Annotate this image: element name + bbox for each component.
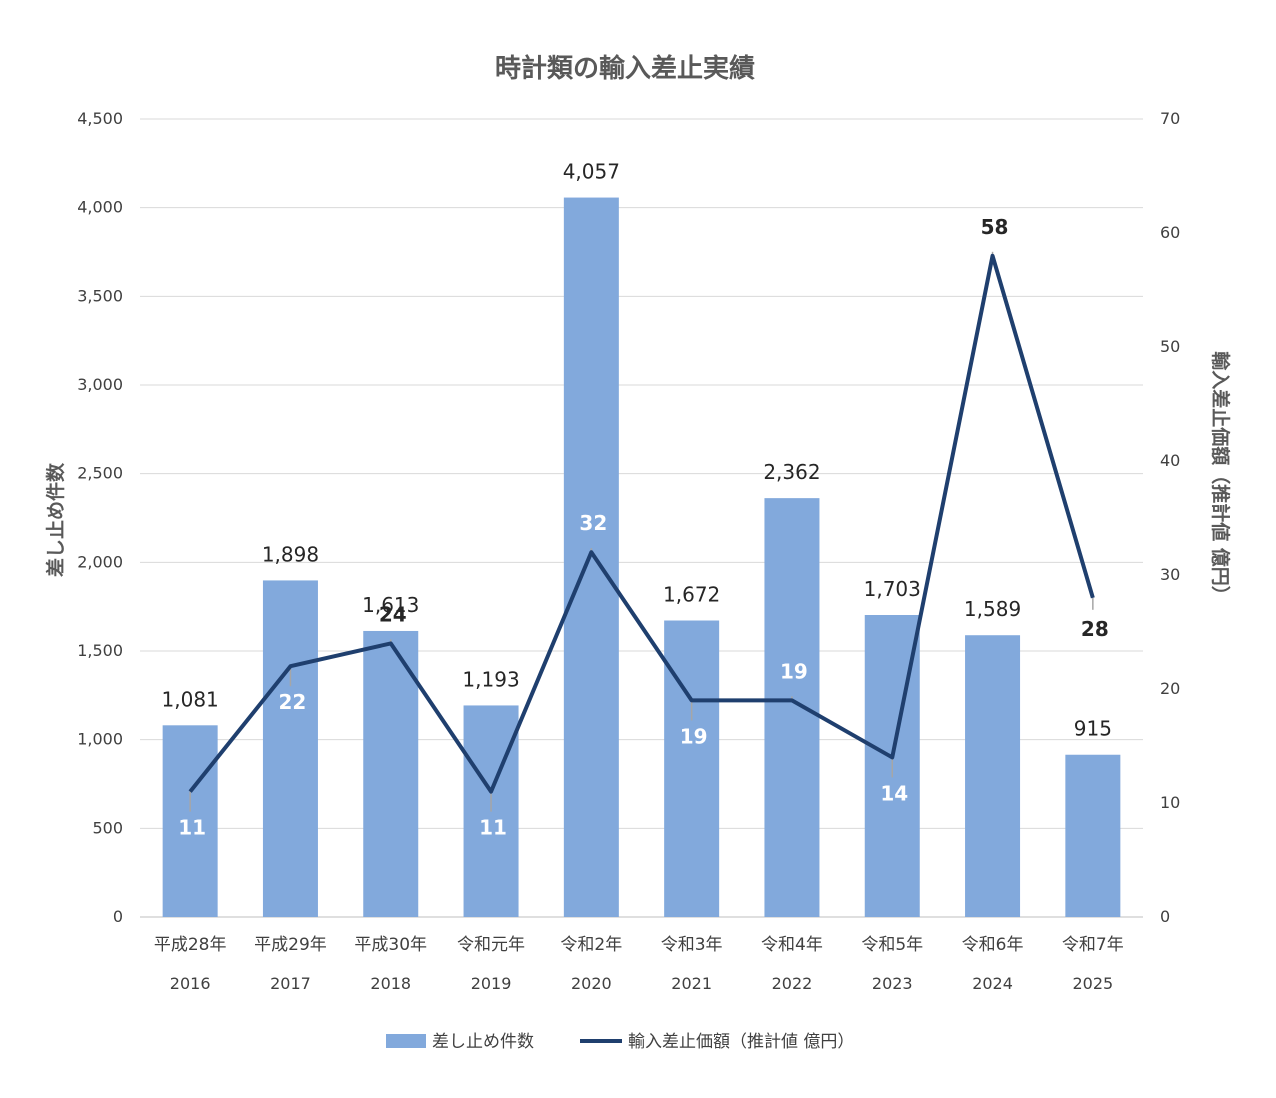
y-left-tick-label: 0 bbox=[113, 907, 123, 926]
y-left-axis-title: 差し止め件数 bbox=[44, 462, 67, 577]
x-year-label: 2016 bbox=[170, 974, 211, 993]
x-tick-label: 平成30年 bbox=[354, 935, 427, 955]
y-right-tick-label: 30 bbox=[1160, 565, 1180, 584]
x-year-label: 2022 bbox=[772, 974, 813, 993]
bar-value-label: 1,589 bbox=[964, 597, 1021, 621]
x-tick-label: 令和4年 bbox=[761, 935, 823, 955]
bar-value-label: 915 bbox=[1074, 717, 1112, 741]
x-tick-label: 平成28年 bbox=[154, 935, 227, 955]
line-value-label: 19 bbox=[780, 659, 808, 683]
x-year-label: 2017 bbox=[270, 974, 311, 993]
bar-value-label: 1,613 bbox=[362, 593, 419, 617]
y-right-tick-label: 0 bbox=[1160, 907, 1170, 926]
bar bbox=[1065, 754, 1121, 917]
y-right-tick-label: 70 bbox=[1160, 109, 1180, 128]
bar-value-label: 1,672 bbox=[663, 582, 720, 606]
y-right-tick-label: 60 bbox=[1160, 223, 1180, 242]
x-tick-label: 平成29年 bbox=[254, 935, 327, 955]
y-right-axis-title: 輸入差止価額（推計値 億円） bbox=[1209, 351, 1232, 605]
y-left-tick-label: 1,500 bbox=[77, 641, 123, 660]
legend: 差し止め件数 輸入差止価額（推計値 億円） bbox=[386, 1032, 854, 1052]
line-value-label: 58 bbox=[981, 215, 1009, 239]
x-tick-label: 令和3年 bbox=[661, 935, 723, 955]
x-year-label: 2021 bbox=[671, 974, 712, 993]
x-year-label: 2019 bbox=[471, 974, 512, 993]
y-left-tick-label: 2,500 bbox=[77, 464, 123, 483]
x-tick-label: 令和元年 bbox=[457, 935, 525, 955]
x-tick-label: 令和7年 bbox=[1062, 935, 1124, 955]
x-year-label: 2020 bbox=[571, 974, 612, 993]
chart-title: 時計類の輸入差止実績 bbox=[495, 53, 755, 84]
legend-swatch-bars bbox=[386, 1034, 426, 1048]
line-value-label: 24 bbox=[379, 602, 407, 626]
bar-value-label: 1,898 bbox=[262, 542, 319, 566]
bar bbox=[363, 630, 419, 917]
bar-value-label: 1,081 bbox=[162, 687, 219, 711]
y-left-tick-label: 500 bbox=[92, 818, 123, 837]
bar bbox=[965, 635, 1021, 917]
y-right-tick-label: 50 bbox=[1160, 337, 1180, 356]
line-path bbox=[188, 253, 1095, 794]
x-tick-label: 令和6年 bbox=[962, 935, 1024, 955]
y-left-tick-label: 4,500 bbox=[77, 109, 123, 128]
line-value-label: 14 bbox=[880, 781, 908, 805]
y-left-tick-label: 2,000 bbox=[77, 552, 123, 571]
y-left-tick-label: 3,000 bbox=[77, 375, 123, 394]
x-year-label: 2023 bbox=[872, 974, 913, 993]
x-year-label: 2024 bbox=[972, 974, 1013, 993]
line-value-label: 28 bbox=[1081, 617, 1109, 641]
bar-value-label: 1,193 bbox=[462, 667, 519, 691]
legend-label-line: 輸入差止価額（推計値 億円） bbox=[628, 1032, 854, 1052]
y-left-tick-label: 1,000 bbox=[77, 730, 123, 749]
line-value-label: 32 bbox=[579, 511, 607, 535]
y-right-tick-label: 40 bbox=[1160, 451, 1180, 470]
bar-value-label: 1,703 bbox=[864, 577, 921, 601]
x-year-label: 2025 bbox=[1072, 974, 1113, 993]
bar-value-label: 2,362 bbox=[763, 460, 820, 484]
line-value-label: 11 bbox=[479, 816, 507, 840]
line-series bbox=[188, 253, 1095, 794]
bar-value-label: 4,057 bbox=[563, 160, 620, 184]
bar-series bbox=[162, 197, 1121, 918]
y-left-tick-label: 3,500 bbox=[77, 286, 123, 305]
y-right-tick-label: 10 bbox=[1160, 793, 1180, 812]
data-labels: 1,081 1,898 1,613 1,193 4,057 1,672 2,362 1,703… bbox=[162, 160, 1112, 840]
x-year-label: 2018 bbox=[370, 974, 411, 993]
bar bbox=[764, 498, 820, 917]
label-leader-lines bbox=[189, 251, 1094, 812]
y-left-tick-label: 4,000 bbox=[77, 198, 123, 217]
x-tick-label: 令和5年 bbox=[861, 935, 923, 955]
bar bbox=[262, 580, 318, 917]
legend-label-bars: 差し止め件数 bbox=[432, 1032, 534, 1052]
x-tick-label: 令和2年 bbox=[560, 935, 622, 955]
bar bbox=[664, 620, 720, 917]
line-value-label: 22 bbox=[279, 690, 307, 714]
line-value-label: 11 bbox=[178, 816, 206, 840]
y-right-tick-label: 20 bbox=[1160, 679, 1180, 698]
axes: 05001,0001,5002,0002,5003,0003,5004,0004… bbox=[77, 109, 1180, 993]
bar bbox=[162, 725, 218, 917]
line-value-label: 19 bbox=[680, 724, 708, 748]
